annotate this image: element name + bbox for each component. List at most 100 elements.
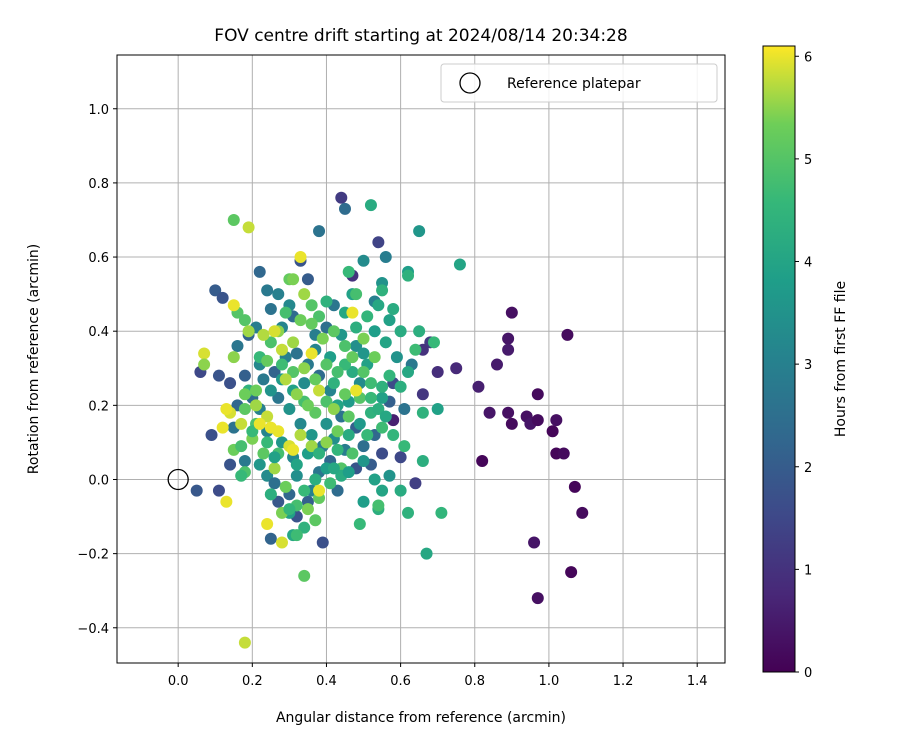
data-point <box>298 288 311 301</box>
colorbar-label: Hours from first FF file <box>833 281 849 437</box>
data-point <box>264 488 277 501</box>
x-tick-label: 0.0 <box>168 674 189 689</box>
data-point <box>357 365 370 378</box>
y-tick-label: 0.4 <box>88 325 109 340</box>
data-point <box>275 358 288 371</box>
data-point <box>339 202 351 215</box>
data-point <box>264 384 277 397</box>
data-point <box>227 351 240 364</box>
data-point <box>309 514 322 527</box>
data-point <box>402 506 415 519</box>
data-point <box>224 458 237 471</box>
data-point <box>261 354 274 367</box>
data-point <box>320 436 333 449</box>
data-point <box>376 284 389 297</box>
data-point <box>290 458 303 471</box>
data-point <box>275 343 288 356</box>
data-point <box>379 251 392 264</box>
data-point <box>246 425 259 438</box>
data-point <box>390 351 403 364</box>
data-point <box>350 321 363 334</box>
data-point <box>327 377 340 390</box>
data-point <box>357 454 370 467</box>
data-point <box>398 403 411 416</box>
data-point <box>361 429 374 441</box>
data-point <box>220 495 233 508</box>
data-point <box>250 384 263 397</box>
data-point <box>294 314 307 327</box>
data-point <box>253 458 266 471</box>
data-point <box>531 414 544 427</box>
data-point <box>309 406 322 419</box>
data-point <box>409 343 422 356</box>
data-point <box>216 291 229 304</box>
data-point <box>331 484 344 497</box>
data-point <box>272 288 285 301</box>
data-point <box>279 306 292 319</box>
data-point <box>283 403 296 416</box>
y-tick-label: 0.8 <box>88 177 109 192</box>
y-axis-label: Rotation from reference (arcmin) <box>26 244 42 474</box>
data-point <box>257 328 270 341</box>
data-point <box>353 417 366 430</box>
data-point <box>576 506 589 519</box>
data-point <box>238 454 251 467</box>
data-point <box>557 447 570 460</box>
data-point <box>309 473 322 486</box>
colorbar-tick-label: 1 <box>804 563 812 578</box>
legend-marker <box>459 72 481 94</box>
data-point <box>361 310 374 323</box>
data-point <box>346 351 359 364</box>
data-point <box>350 384 363 397</box>
data-point <box>416 406 429 419</box>
data-point <box>287 365 300 378</box>
data-point <box>216 421 229 434</box>
data-point <box>238 636 251 649</box>
data-point <box>502 343 515 356</box>
data-point <box>435 506 448 519</box>
data-point <box>431 403 444 416</box>
data-point <box>238 403 251 416</box>
data-point <box>476 454 489 467</box>
data-point <box>298 362 311 375</box>
data-point <box>531 592 544 605</box>
y-tick-label: 0.0 <box>88 473 109 488</box>
legend-box <box>440 63 718 103</box>
data-point <box>364 377 377 390</box>
x-axis-label: Angular distance from reference (arcmin) <box>276 710 566 726</box>
data-point <box>294 251 307 264</box>
data-point <box>272 495 285 508</box>
data-point <box>305 347 318 360</box>
data-point <box>505 306 518 319</box>
colorbar: 0 1 2 3 4 5 6 Hours from first FF file <box>762 45 849 681</box>
data-point <box>376 484 389 497</box>
data-point <box>268 325 281 338</box>
data-point <box>298 521 311 534</box>
data-point <box>268 451 281 464</box>
data-point <box>238 388 251 401</box>
data-point <box>257 447 270 460</box>
y-axis-ticks: −0.4 −0.2 0.0 0.2 0.4 0.6 0.8 1.0 <box>77 103 117 637</box>
colorbar-frame <box>762 45 796 673</box>
colorbar-tick-label: 0 <box>804 666 812 681</box>
data-point <box>357 254 370 267</box>
data-point <box>298 569 311 582</box>
data-point <box>287 336 300 349</box>
legend: Reference platepar <box>440 63 718 103</box>
data-point <box>450 362 463 375</box>
colorbar-tick-label: 2 <box>804 461 812 476</box>
data-point <box>320 295 333 308</box>
data-point <box>342 429 355 441</box>
data-point <box>335 191 348 204</box>
data-point <box>257 373 270 386</box>
data-point <box>427 336 440 349</box>
data-point <box>368 351 381 364</box>
data-point <box>301 273 314 286</box>
data-point <box>357 347 370 360</box>
data-point <box>242 325 255 338</box>
data-point <box>324 477 337 490</box>
data-point <box>209 284 222 297</box>
data-point <box>313 447 326 460</box>
data-point <box>198 347 211 360</box>
colorbar-gradient <box>763 46 795 672</box>
